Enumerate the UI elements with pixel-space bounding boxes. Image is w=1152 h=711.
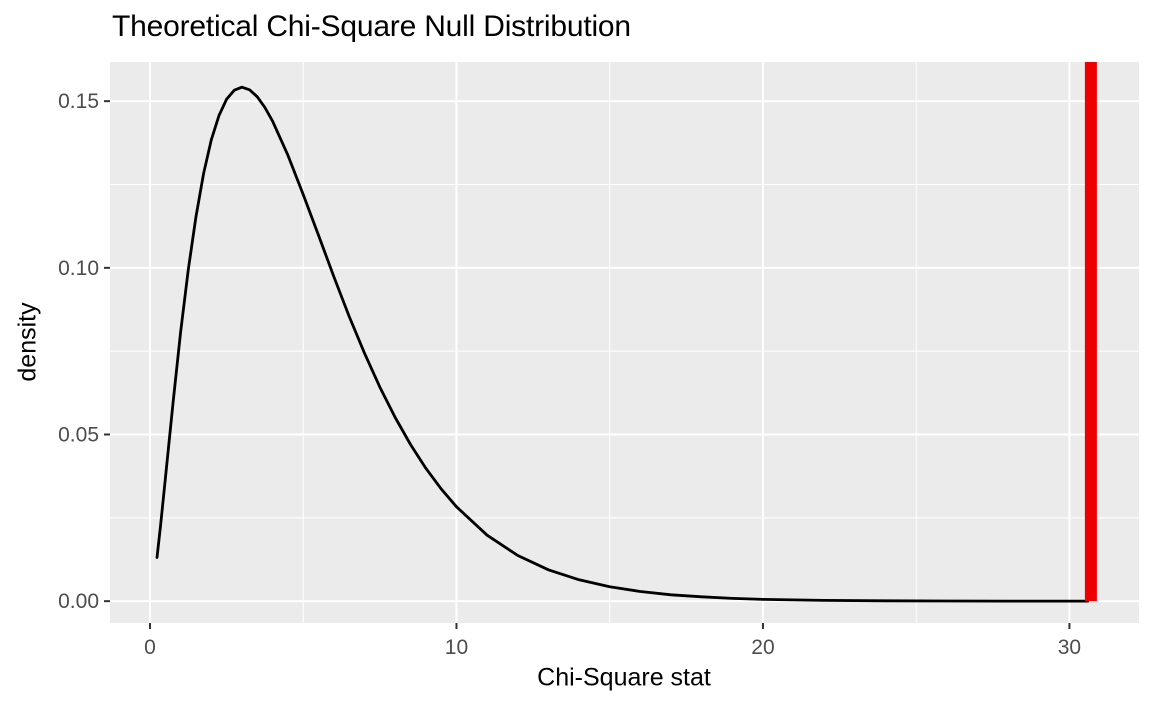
y-tick-label: 0.05 <box>58 424 99 447</box>
y-tick-label: 0.15 <box>58 90 99 113</box>
x-tick-label: 10 <box>445 636 468 659</box>
panel-background <box>110 62 1139 623</box>
chart-title: Theoretical Chi-Square Null Distribution <box>112 10 631 43</box>
x-tick-label: 0 <box>144 636 156 659</box>
y-axis-title: density <box>13 302 42 382</box>
x-axis-title: Chi-Square stat <box>537 663 711 692</box>
x-tick-label: 20 <box>751 636 774 659</box>
y-tick-label: 0.10 <box>58 257 99 280</box>
y-tick-label: 0.00 <box>58 590 99 613</box>
density-curve <box>155 85 1090 603</box>
x-tick-label: 30 <box>1058 636 1081 659</box>
